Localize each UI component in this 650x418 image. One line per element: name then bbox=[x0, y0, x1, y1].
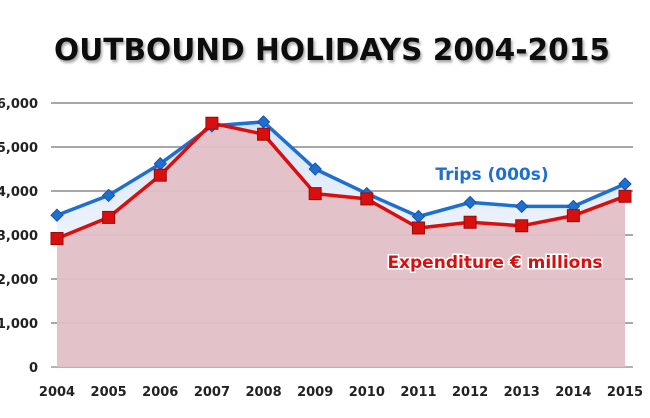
x-tick-label: 2005 bbox=[91, 385, 127, 400]
area-layer bbox=[57, 121, 625, 367]
y-axis-ticks: 0 1,000 2,000 3,000 4,000 5,000 6,000 bbox=[0, 97, 38, 376]
y-tick-label: 2,000 bbox=[0, 273, 38, 288]
x-tick-label: 2013 bbox=[504, 385, 540, 400]
x-tick-label: 2008 bbox=[245, 385, 281, 400]
trips-marker bbox=[463, 195, 477, 210]
x-axis-ticks: 2004 2005 2006 2007 2008 2009 2010 2011 2012 2013… bbox=[39, 385, 643, 400]
trips-marker bbox=[308, 162, 322, 176]
expenditure-marker bbox=[50, 232, 64, 246]
chart-title: OUTBOUND HOLIDAYS 2004-2015 bbox=[54, 33, 610, 68]
y-tick-label: 6,000 bbox=[0, 97, 38, 112]
x-tick-label: 2007 bbox=[194, 385, 230, 400]
x-tick-label: 2006 bbox=[142, 385, 178, 400]
series-label-expenditure: Expenditure € millions bbox=[387, 253, 602, 273]
expenditure-marker bbox=[257, 127, 271, 141]
trips-marker bbox=[514, 199, 529, 214]
trips-line bbox=[56, 120, 626, 219]
expenditure-marker bbox=[153, 168, 167, 182]
expenditure-marker bbox=[463, 215, 477, 229]
expenditure-marker bbox=[618, 189, 632, 203]
series-label-trips: Trips (000s) bbox=[435, 165, 548, 185]
y-tick-label: 3,000 bbox=[0, 229, 38, 244]
x-tick-label: 2011 bbox=[400, 385, 436, 400]
x-tick-label: 2012 bbox=[452, 385, 488, 400]
y-tick-label: 1,000 bbox=[0, 317, 38, 332]
expenditure-marker bbox=[411, 221, 425, 235]
x-tick-label: 2004 bbox=[39, 385, 75, 400]
x-tick-label: 2009 bbox=[297, 385, 333, 400]
expenditure-line bbox=[56, 121, 626, 241]
x-tick-label: 2010 bbox=[349, 385, 385, 400]
expenditure-marker bbox=[515, 219, 529, 233]
series-markers bbox=[50, 115, 632, 246]
x-tick-label: 2014 bbox=[555, 385, 591, 400]
expenditure-marker bbox=[308, 187, 322, 201]
series-lines bbox=[56, 120, 626, 241]
expenditure-marker bbox=[360, 192, 374, 206]
y-tick-label: 5,000 bbox=[0, 141, 38, 156]
trips-marker bbox=[101, 188, 116, 203]
x-tick-label: 2015 bbox=[607, 385, 643, 400]
expenditure-area bbox=[57, 123, 625, 367]
y-tick-label: 4,000 bbox=[0, 185, 38, 200]
y-tick-label: 0 bbox=[29, 361, 38, 376]
expenditure-marker bbox=[205, 116, 219, 130]
trips-band-area bbox=[57, 121, 625, 239]
expenditure-marker bbox=[102, 210, 116, 224]
expenditure-marker bbox=[566, 209, 580, 223]
trips-marker bbox=[50, 208, 64, 222]
